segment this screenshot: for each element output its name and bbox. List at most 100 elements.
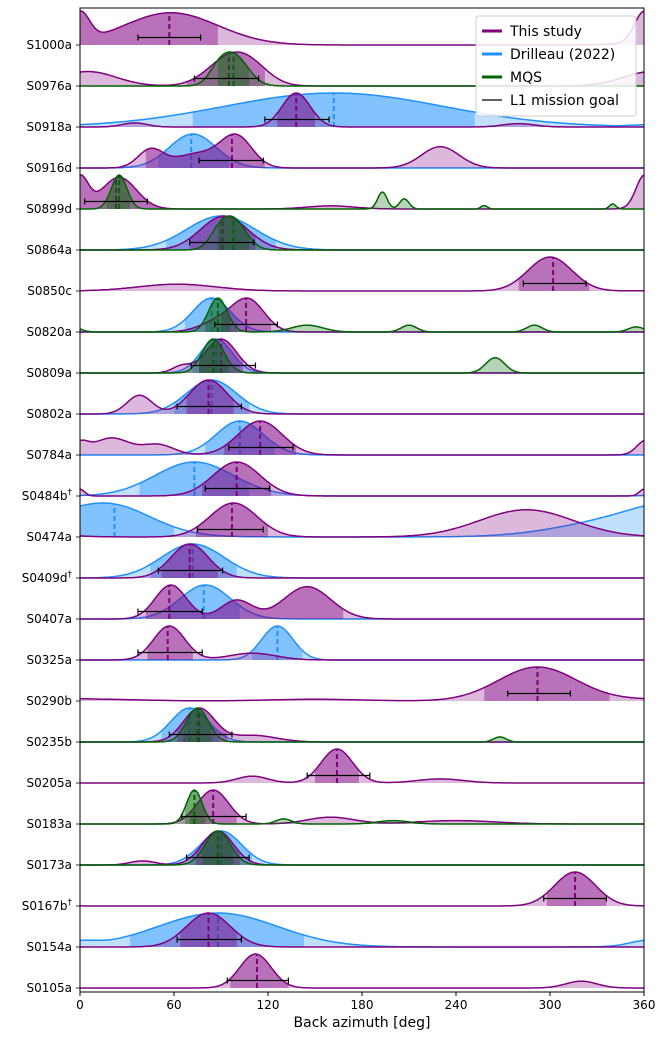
mqs-density-area xyxy=(80,298,644,332)
x-tick-label: 60 xyxy=(166,998,181,1012)
row-S0325a: S0325a xyxy=(26,625,644,667)
event-label: S0850c xyxy=(27,284,72,298)
x-axis: 0 60 120 180 240 300 360 xyxy=(76,992,655,1012)
row-S0407a: S0407a xyxy=(26,584,644,626)
dri-density-line xyxy=(80,338,644,374)
row-S0173a: S0173a xyxy=(26,830,644,872)
event-label: S0105a xyxy=(26,981,72,995)
row-S0916d: S0916d xyxy=(26,133,644,175)
legend-label: MQS xyxy=(510,70,542,86)
mqs-density-area xyxy=(80,175,644,209)
this-density-line xyxy=(79,461,645,497)
this-density-line xyxy=(80,133,644,169)
dagger-mark: † xyxy=(68,898,73,908)
mqs-density-line xyxy=(80,215,644,251)
this-density-area xyxy=(80,749,644,783)
event-label: S0976a xyxy=(26,79,72,93)
mqs-density-area xyxy=(80,52,644,86)
mqs-density-line xyxy=(80,338,644,374)
this-density-line xyxy=(80,953,644,989)
this-density-line xyxy=(79,502,645,538)
row-S0409d: S0409d† xyxy=(22,543,645,585)
this-density-area xyxy=(80,831,644,865)
mqs-density-area xyxy=(80,708,644,742)
row-S0899d: S0899d xyxy=(26,174,645,216)
dri-density-area xyxy=(80,380,644,414)
row-S0474a: S0474a xyxy=(26,502,645,544)
legend-label: This study xyxy=(509,24,582,40)
row-S0976a: S0976a xyxy=(26,51,645,93)
mqs-density-line xyxy=(80,830,644,866)
this-density-area xyxy=(80,380,644,414)
this-density-line xyxy=(80,338,644,374)
this-density-line xyxy=(80,666,645,702)
event-label: S0802a xyxy=(26,407,72,421)
row-S0918a: S0918a xyxy=(26,92,644,134)
this-density-line xyxy=(80,379,644,415)
x-tick-label: 120 xyxy=(257,998,280,1012)
x-tick-label: 360 xyxy=(633,998,656,1012)
event-label: S1000a xyxy=(26,38,72,52)
this-density-line xyxy=(80,256,644,292)
event-label: S0173a xyxy=(26,858,72,872)
dri-density-line xyxy=(80,297,644,333)
mqs-density-area xyxy=(80,216,644,250)
this-ci-area xyxy=(147,626,193,660)
event-label: S0916d xyxy=(26,161,72,175)
this-density-line xyxy=(80,912,644,948)
mqs-density-area xyxy=(80,831,644,865)
this-density-line xyxy=(80,297,644,333)
event-label: S0290b xyxy=(26,694,72,708)
event-label: S0205a xyxy=(26,776,72,790)
x-tick-label: 300 xyxy=(539,998,562,1012)
dri-density-area xyxy=(80,339,644,373)
dri-density-area xyxy=(80,134,644,168)
row-S0484b: S0484b† xyxy=(22,461,645,503)
event-label: S0864a xyxy=(26,243,72,257)
dri-density-line xyxy=(79,92,644,127)
this-density-line xyxy=(80,625,644,661)
this-ci-area xyxy=(80,11,218,45)
event-label: S0409d† xyxy=(22,570,73,585)
event-label: S0784a xyxy=(26,448,72,462)
this-ci-area xyxy=(546,872,607,906)
this-density-area xyxy=(80,339,644,373)
row-S0809a: S0809a xyxy=(26,338,644,380)
event-label: S0899d xyxy=(26,202,72,216)
legend-label: L1 mission goal xyxy=(510,93,619,109)
row-S0784a: S0784a xyxy=(26,420,645,462)
mqs-density-line xyxy=(80,789,644,825)
this-density-area xyxy=(80,585,644,619)
event-label: S0809a xyxy=(26,366,72,380)
row-S0167b: S0167b† xyxy=(22,871,644,913)
this-ci-area xyxy=(80,175,167,209)
this-density-area xyxy=(80,503,644,537)
this-ci-area xyxy=(484,667,610,701)
row-S0820a: S0820a xyxy=(26,297,645,339)
this-density-area xyxy=(80,667,644,701)
dri-density-area xyxy=(80,421,644,455)
dagger-mark: † xyxy=(68,570,73,580)
row-S0154a: S0154a xyxy=(26,912,645,954)
row-S0205a: S0205a xyxy=(26,748,644,790)
legend-label: Drilleau (2022) xyxy=(510,47,615,63)
row-S0290b: S0290b xyxy=(26,666,645,708)
this-density-area xyxy=(80,216,644,250)
legend-box xyxy=(475,15,637,117)
event-label: S0325a xyxy=(26,653,72,667)
row-S0802a: S0802a xyxy=(26,379,644,421)
dri-density-area xyxy=(80,462,644,496)
mqs-density-line xyxy=(79,297,645,333)
event-label: S0154a xyxy=(26,940,72,954)
this-density-line xyxy=(80,830,644,866)
this-density-area xyxy=(80,954,644,988)
event-label: S0167b† xyxy=(22,898,73,913)
dri-density-area xyxy=(80,585,644,619)
this-density-area xyxy=(80,421,644,455)
this-density-area xyxy=(80,790,644,824)
mqs-density-line xyxy=(80,707,644,743)
legend: This study Drilleau (2022) MQS L1 mission g… xyxy=(475,15,637,117)
dri-density-area xyxy=(80,913,644,947)
this-density-area xyxy=(80,52,644,86)
this-density-area xyxy=(80,872,644,906)
